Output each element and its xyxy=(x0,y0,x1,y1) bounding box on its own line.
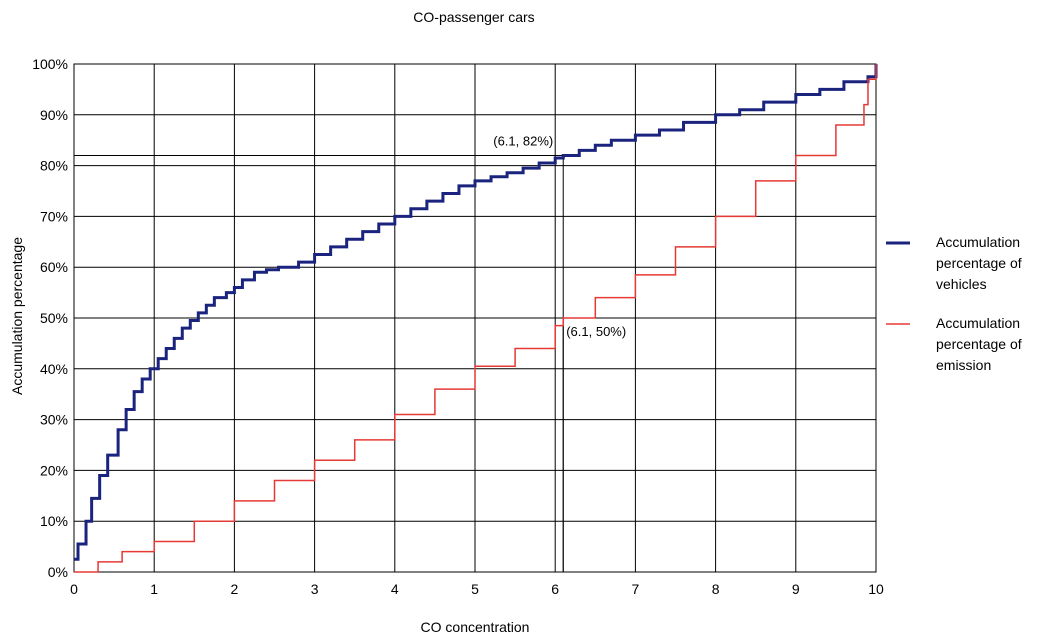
x-tick-label: 3 xyxy=(311,581,319,597)
x-tick-label: 4 xyxy=(391,581,399,597)
legend-item-emission: Accumulation percentage of emission xyxy=(886,313,1056,376)
legend: Accumulation percentage of vehicles Accu… xyxy=(886,232,1056,394)
grid xyxy=(73,63,877,573)
annotation-label: (6.1, 50%) xyxy=(566,324,626,339)
series-layer xyxy=(74,64,878,573)
x-tick-label: 0 xyxy=(70,581,78,597)
y-tick-label: 70% xyxy=(40,208,68,224)
legend-swatch-vehicles xyxy=(886,241,910,245)
y-axis-ticks: 0% 10% 20% 30% 40% 50% 60% 70% 80% 90% 100% xyxy=(32,56,68,580)
y-tick-label: 10% xyxy=(40,513,68,529)
chart-title: CO-passenger cars xyxy=(413,9,534,25)
x-tick-label: 6 xyxy=(551,581,559,597)
y-tick-label: 90% xyxy=(40,107,68,123)
plot-area: (6.1, 82%) (6.1, 50%) xyxy=(73,63,878,573)
y-tick-label: 30% xyxy=(40,412,68,428)
legend-label-vehicles: Accumulation percentage of vehicles xyxy=(936,234,1022,292)
series-line-vehicles xyxy=(74,64,878,561)
x-tick-label: 8 xyxy=(712,581,720,597)
y-tick-label: 50% xyxy=(40,310,68,326)
x-tick-label: 10 xyxy=(868,581,884,597)
y-tick-label: 0% xyxy=(48,564,68,580)
x-axis-label: CO concentration xyxy=(421,619,530,635)
annotation-label: (6.1, 82%) xyxy=(493,133,553,148)
annotations: (6.1, 82%) (6.1, 50%) xyxy=(493,133,626,339)
legend-item-vehicles: Accumulation percentage of vehicles xyxy=(886,232,1056,295)
y-tick-label: 80% xyxy=(40,158,68,174)
x-tick-label: 5 xyxy=(471,581,479,597)
x-tick-label: 2 xyxy=(231,581,239,597)
y-tick-label: 100% xyxy=(32,56,68,72)
y-axis-label: Accumulation percentage xyxy=(9,237,25,395)
legend-swatch-emission xyxy=(886,323,910,325)
x-tick-label: 9 xyxy=(792,581,800,597)
x-tick-label: 1 xyxy=(150,581,158,597)
y-tick-label: 20% xyxy=(40,462,68,478)
series-line-emission xyxy=(74,64,877,573)
annotation-guide-lines xyxy=(74,154,564,572)
x-axis-ticks: 0 1 2 3 4 5 6 7 8 9 10 xyxy=(70,581,884,597)
x-tick-label: 7 xyxy=(632,581,640,597)
y-tick-label: 60% xyxy=(40,259,68,275)
y-tick-label: 40% xyxy=(40,361,68,377)
legend-label-emission: Accumulation percentage of emission xyxy=(936,315,1022,373)
